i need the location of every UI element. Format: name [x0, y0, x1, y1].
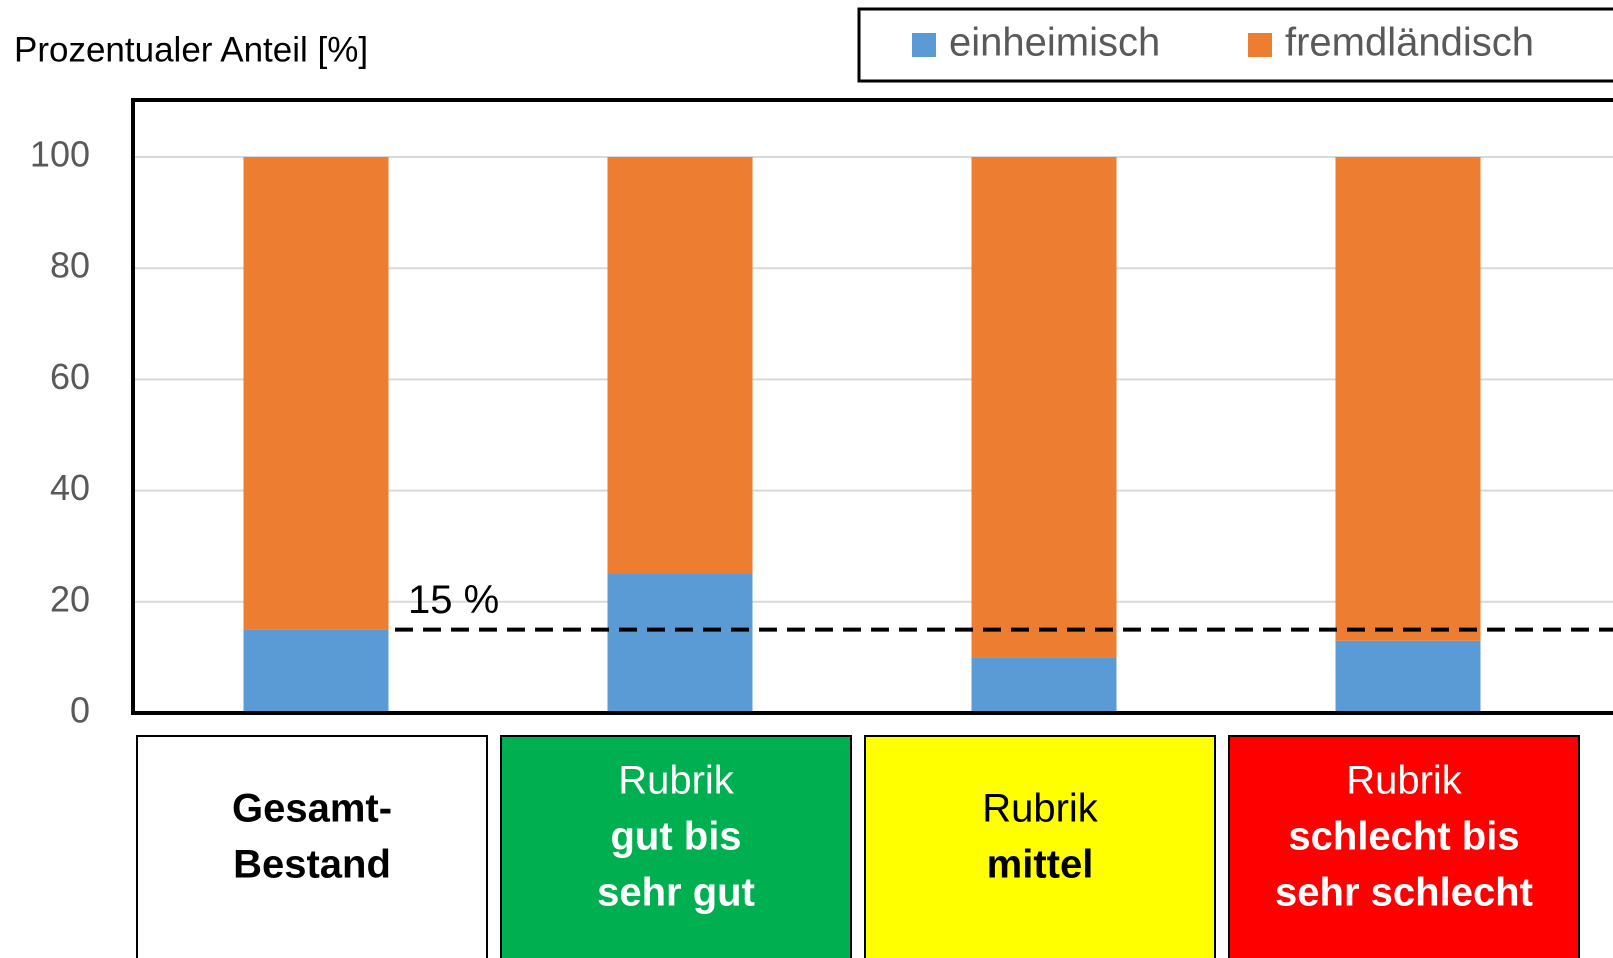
bar-segment: [243, 157, 389, 630]
category-box: [864, 735, 1216, 958]
y-tick-label: 60: [50, 356, 90, 397]
category-label: sehr schlecht: [1275, 871, 1533, 915]
category-label: Gesamt-: [232, 787, 392, 831]
reference-label: 15 %: [408, 578, 499, 622]
plot-frame: [131, 98, 1613, 715]
category-label: gut bis: [610, 815, 741, 859]
category-label: Rubrik: [1346, 759, 1463, 803]
legend-box: [857, 7, 1613, 83]
legend-label: einheimisch: [949, 21, 1160, 65]
legend-label: fremdländisch: [1285, 21, 1534, 65]
y-tick-label: 80: [50, 245, 90, 286]
category-label: Rubrik: [982, 787, 1099, 831]
y-tick-label: 40: [50, 467, 90, 508]
bar-segment: [607, 157, 753, 574]
bar-segment: [607, 574, 753, 713]
category-label: sehr gut: [597, 871, 755, 915]
y-tick-label: 0: [70, 690, 90, 731]
category-box: [1228, 735, 1580, 958]
y-axis-title: Prozentualer Anteil [%]: [14, 30, 368, 69]
category-box: [500, 735, 852, 958]
legend-swatch: [912, 33, 936, 57]
bar-segment: [971, 157, 1117, 658]
category-label: Rubrik: [618, 759, 735, 803]
category-label: mittel: [987, 843, 1094, 887]
bar-segment: [1335, 157, 1481, 641]
y-tick-label: 100: [30, 134, 90, 175]
category-label: schlecht bis: [1288, 815, 1519, 859]
bar-segment: [971, 657, 1117, 713]
legend-swatch: [1248, 33, 1272, 57]
bar-segment: [1335, 640, 1481, 713]
category-label: Bestand: [233, 843, 391, 887]
category-box: [136, 735, 488, 958]
bar-segment: [243, 629, 389, 713]
y-tick-label: 20: [50, 578, 90, 619]
